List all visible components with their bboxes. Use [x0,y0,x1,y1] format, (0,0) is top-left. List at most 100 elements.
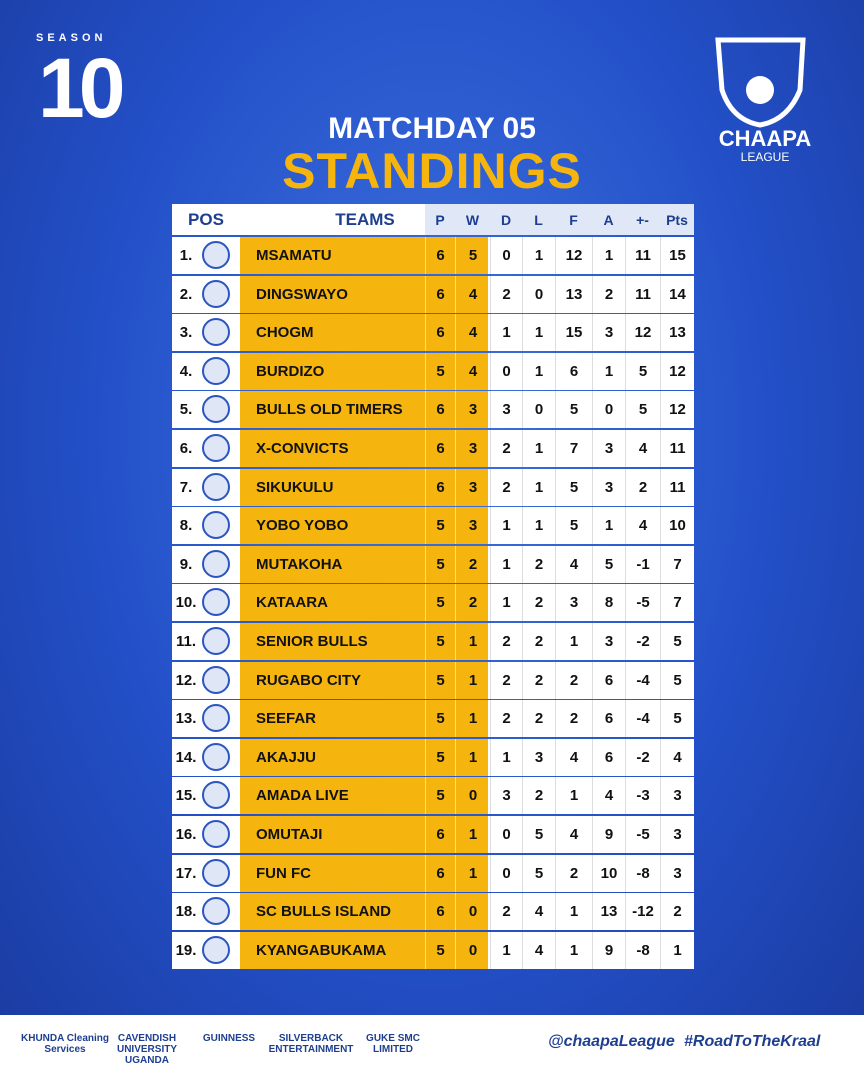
stat: 5 [592,545,625,583]
stat: 3 [490,777,522,815]
column-header: Pts [660,204,694,235]
stat: 4 [522,893,555,931]
stat: -4 [625,661,660,699]
team-name: YOBO YOBO [240,507,488,545]
stat: 4 [455,275,490,313]
team-logo [202,588,230,617]
team-name: MSAMATU [240,237,488,274]
team-name: KYANGABUKAMA [240,931,488,969]
stat: 5 [555,391,592,429]
stat: 1 [490,545,522,583]
stat: 6 [425,430,455,467]
column-header: W [455,204,490,235]
league-crest [715,37,806,128]
stat: 1 [555,777,592,815]
stat: 3 [522,738,555,776]
standing-row: 18. SC BULLS ISLAND 6 0 2 4 1 13 -12 2 [172,893,694,931]
standing-row: 19. KYANGABUKAMA 5 0 1 4 1 9 -8 1 [172,931,694,969]
stat: 4 [555,738,592,776]
position: 15. [175,787,197,805]
stat: 5 [660,623,694,660]
team-logo [202,434,230,462]
stat: 5 [425,352,455,390]
stat: -2 [625,623,660,660]
stat: 1 [455,738,490,776]
stat: 5 [660,661,694,699]
team-name: X-CONVICTS [240,430,488,467]
stat: 1 [490,584,522,622]
stat: 5 [455,237,490,274]
standing-row: 11. SENIOR BULLS 5 1 2 2 1 3 -2 5 [172,623,694,660]
position: 14. [175,748,197,766]
stat: -2 [625,738,660,776]
stat: 12 [660,352,694,390]
position: 9. [179,555,193,573]
stat: 7 [660,584,694,622]
stat: 4 [555,545,592,583]
stat: 1 [592,507,625,545]
stat: 12 [660,391,694,429]
standing-row: 7. SIKUKULU 6 3 2 1 5 3 2 11 [172,468,694,506]
standing-row: 17. FUN FC 6 1 0 5 2 10 -8 3 [172,854,694,892]
team-logo [202,704,230,733]
position: 18. [175,903,197,921]
stat: 1 [522,507,555,545]
stat: 1 [555,931,592,969]
team-name: CHOGM [240,314,488,352]
stat: 10 [592,854,625,892]
team-logo [202,472,230,501]
header-row: POS TEAMS P W D L F A +- Pts [172,204,694,235]
season-number: 10 [38,41,125,135]
stat: 0 [455,931,490,969]
stat: 2 [490,893,522,931]
position: 4. [179,362,193,380]
stat: 1 [522,430,555,467]
stat: 3 [455,507,490,545]
standing-row: 16. OMUTAJI 6 1 0 5 4 9 -5 3 [172,816,694,853]
stat: 2 [490,430,522,467]
position: 19. [175,941,197,959]
stat: 3 [660,854,694,892]
stat: 3 [660,777,694,815]
stat: 2 [522,700,555,738]
stat: 0 [490,352,522,390]
position: 2. [179,285,193,303]
team-logo [202,742,230,771]
stat: 2 [490,623,522,660]
stat: 12 [625,314,660,352]
stat: 5 [555,468,592,506]
stat: 4 [592,777,625,815]
team-name: BURDIZO [240,352,488,390]
stat: -1 [625,545,660,583]
standing-row: 4. BURDIZO 5 4 0 1 6 1 5 12 [172,352,694,390]
stat: 0 [522,275,555,313]
stat: 1 [455,661,490,699]
team-name: SENIOR BULLS [240,623,488,660]
league-name: CHAAPA [718,126,812,151]
season-label: SEASON [36,32,107,44]
position: 11. [175,633,197,650]
standing-row: 10. KATAARA 5 2 1 2 3 8 -5 7 [172,584,694,622]
stat: 2 [490,700,522,738]
stat: 1 [555,893,592,931]
stat: 5 [425,738,455,776]
stat: 2 [555,854,592,892]
stat: 6 [592,700,625,738]
stat: 3 [592,430,625,467]
stat: 5 [425,623,455,660]
stat: 3 [455,391,490,429]
stat: 0 [455,893,490,931]
stat: 4 [455,314,490,352]
stat: 11 [625,275,660,313]
position: 7. [179,478,193,496]
stat: 2 [522,661,555,699]
stat: 2 [522,623,555,660]
standing-row: 14. AKAJJU 5 1 1 3 4 6 -2 4 [172,738,694,776]
stat: 7 [555,430,592,467]
hashtag: #RoadToTheKraal [684,1033,821,1050]
stat: 4 [625,430,660,467]
stat: -4 [625,700,660,738]
stat: 12 [555,237,592,274]
stat: 9 [592,816,625,853]
stat: 5 [425,931,455,969]
